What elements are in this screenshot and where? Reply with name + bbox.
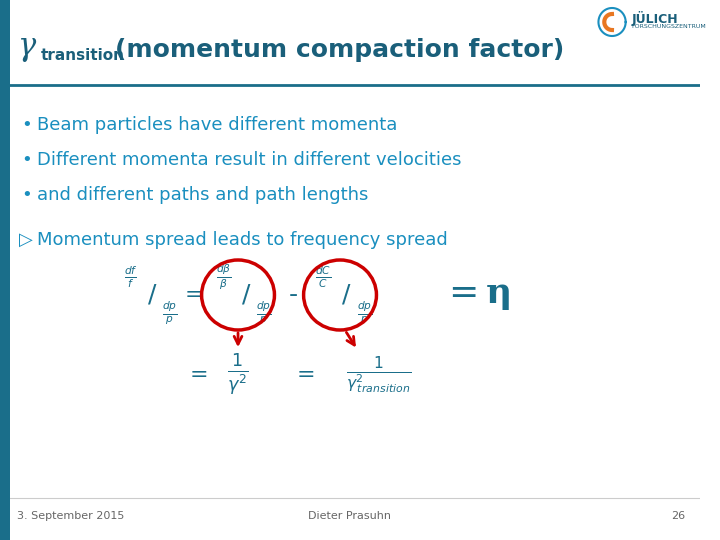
Text: •: • [22, 116, 32, 134]
Text: =: = [185, 285, 204, 305]
Text: /: / [242, 283, 250, 307]
Bar [0, 0, 9, 540]
Text: $\frac{1}{\gamma^2_{\,transition}}$: $\frac{1}{\gamma^2_{\,transition}}$ [346, 354, 412, 396]
Text: /: / [148, 283, 157, 307]
Text: $=\mathbf{\eta}$: $=\mathbf{\eta}$ [441, 278, 510, 312]
Text: Dieter Prasuhn: Dieter Prasuhn [308, 511, 391, 521]
Text: /: / [342, 283, 350, 307]
Text: •: • [22, 151, 32, 169]
Text: $\frac{df}{f}$: $\frac{df}{f}$ [125, 264, 138, 290]
Text: $\frac{dp}{p}$: $\frac{dp}{p}$ [256, 299, 272, 327]
Text: •: • [22, 186, 32, 204]
Text: FORSCHUNGSZENTRUM: FORSCHUNGSZENTRUM [631, 24, 706, 30]
Text: JÜLICH: JÜLICH [631, 10, 678, 25]
Text: =: = [297, 365, 315, 385]
Text: 3. September 2015: 3. September 2015 [17, 511, 125, 521]
Text: Different momenta result in different velocities: Different momenta result in different ve… [37, 151, 462, 169]
Text: $\gamma$: $\gamma$ [17, 36, 37, 64]
Text: $\frac{dp}{p}$: $\frac{dp}{p}$ [162, 299, 178, 327]
Text: $\frac{dp}{p}$: $\frac{dp}{p}$ [356, 299, 372, 327]
Text: =: = [190, 365, 209, 385]
Text: $\frac{dC}{C}$: $\frac{dC}{C}$ [315, 264, 332, 290]
Text: Momentum spread leads to frequency spread: Momentum spread leads to frequency sprea… [37, 231, 448, 249]
Text: ▷: ▷ [19, 231, 33, 249]
Text: (momentum compaction factor): (momentum compaction factor) [114, 38, 564, 62]
Text: 26: 26 [671, 511, 685, 521]
Text: -: - [289, 283, 298, 307]
Text: $\frac{d\beta}{\beta}$: $\frac{d\beta}{\beta}$ [216, 262, 231, 292]
Text: Beam particles have different momenta: Beam particles have different momenta [37, 116, 397, 134]
Text: transition: transition [41, 49, 125, 64]
Text: and different paths and path lengths: and different paths and path lengths [37, 186, 369, 204]
Text: $\frac{1}{\gamma^2}$: $\frac{1}{\gamma^2}$ [228, 352, 248, 397]
